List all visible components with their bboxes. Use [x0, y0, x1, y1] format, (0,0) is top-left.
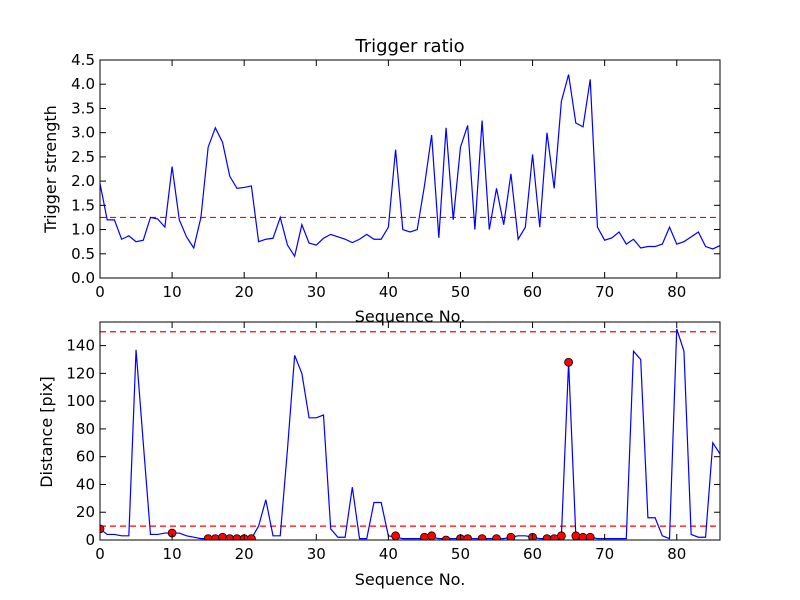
trigger-ratio-x-tick-label: 0 [95, 283, 105, 301]
trigger-ratio-x-tick-label: 70 [595, 283, 614, 301]
trigger-ratio-x-tick-label: 60 [523, 283, 542, 301]
trigger-ratio-x-tick-label: 80 [667, 283, 686, 301]
trigger-ratio-x-tick-label: 20 [235, 283, 254, 301]
distance-marker-point [100, 524, 105, 534]
trigger-ratio-title: Trigger ratio [354, 36, 464, 57]
trigger-ratio-x-tick-label: 30 [307, 283, 326, 301]
distance-y-tick-label: 40 [76, 475, 95, 493]
distance-plot-frame [99, 321, 721, 541]
trigger-ratio-y-tick-label: 0.0 [71, 269, 95, 287]
trigger-ratio-y-tick-label: 1.0 [71, 221, 95, 239]
distance-x-tick-label: 30 [307, 545, 326, 563]
distance-x-tick-label: 20 [235, 545, 254, 563]
distance-marker-point [571, 531, 581, 540]
trigger-ratio-y-tick-label: 1.5 [71, 196, 95, 214]
distance-series-line-0 [100, 328, 720, 540]
trigger-ratio-y-tick-label: 4.5 [71, 51, 95, 69]
distance-x-tick-label: 10 [163, 545, 182, 563]
distance-marker-point [441, 535, 451, 540]
distance-x-tick-label: 60 [523, 545, 542, 563]
trigger-ratio-y-axis-label: Trigger strength [41, 105, 60, 234]
distance-marker-point [427, 531, 437, 540]
distance-y-tick-label: 140 [66, 337, 95, 355]
trigger-ratio-axes: Trigger ratio Trigger strength Sequence … [41, 36, 721, 326]
distance-x-tick-label: 80 [667, 545, 686, 563]
trigger-ratio-y-tick-label: 2.0 [71, 172, 95, 190]
trigger-ratio-x-axis-label: Sequence No. [355, 307, 466, 326]
trigger-ratio-x-tick-label: 50 [451, 283, 470, 301]
distance-y-tick-label: 80 [76, 420, 95, 438]
distance-axes: Distance [pix] Sequence No. 0 10 20 30 40 50 6… [37, 321, 721, 589]
trigger-ratio-x-tick-label: 10 [163, 283, 182, 301]
distance-marker-point [477, 534, 487, 540]
distance-y-tick-label: 0 [85, 531, 95, 549]
distance-marker-point [506, 532, 516, 540]
distance-x-tick-label: 50 [451, 545, 470, 563]
distance-y-tick-label: 60 [76, 448, 95, 466]
distance-marker-point [564, 357, 574, 367]
distance-marker-point [492, 534, 501, 540]
trigger-ratio-y-tick-label: 2.5 [71, 148, 95, 166]
trigger-ratio-y-tick-label: 3.5 [71, 99, 95, 117]
distance-y-axis-label: Distance [pix] [37, 376, 56, 488]
distance-x-tick-label: 0 [95, 545, 105, 563]
trigger-ratio-y-tick-label: 3.0 [71, 124, 95, 142]
trigger-ratio-series-line-0 [100, 74, 720, 258]
trigger-ratio-x-tick-label: 40 [379, 283, 398, 301]
distance-marker-point [556, 531, 566, 540]
trigger-ratio-y-tick-label: 0.5 [71, 245, 95, 263]
distance-y-tick-label: 20 [76, 503, 95, 521]
distance-marker-point [391, 531, 400, 540]
trigger-ratio-plot-area [100, 74, 720, 258]
distance-marker-point [246, 534, 256, 540]
distance-y-tick-label: 100 [66, 392, 95, 410]
distance-marker-point [585, 532, 595, 540]
distance-y-tick-label: 120 [66, 364, 95, 382]
trigger-ratio-plot-frame [99, 59, 721, 279]
distance-x-tick-label: 70 [595, 545, 614, 563]
distance-x-tick-label: 40 [379, 545, 398, 563]
trigger-ratio-y-tick-label: 4.0 [71, 75, 95, 93]
distance-x-axis-label: Sequence No. [355, 570, 466, 589]
distance-marker-point [463, 534, 473, 540]
